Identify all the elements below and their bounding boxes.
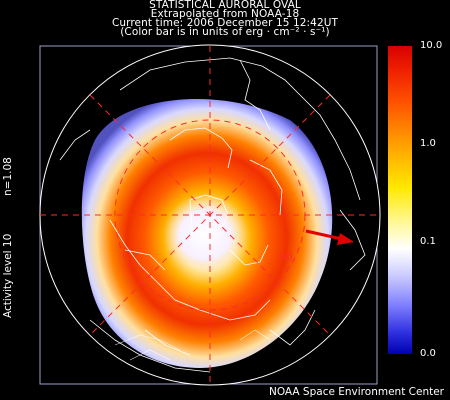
sun-direction-arrow: [305, 229, 354, 245]
credit-text: NOAA Space Environment Center: [269, 386, 444, 398]
figure-current-time: Current time: 2006 December 15 12:42UT: [111, 17, 339, 29]
meridian-diagonal-b: [89, 94, 331, 336]
colorbar-mid-high-label: 1.0: [420, 138, 436, 149]
n-value-label: n=1.08: [2, 157, 14, 196]
borders: [114, 329, 271, 361]
colorbar-min-label: 0.0: [420, 348, 436, 359]
activity-level-label: Activity level 10: [2, 233, 14, 318]
grid-lines: [40, 46, 380, 384]
coastlines: [59, 57, 366, 373]
figure-units-note: (Color bar is in units of erg · cm⁻² · s…: [120, 26, 330, 38]
colorbar-max-label: 10.0: [420, 40, 443, 51]
colorbar-mid-low-label: 0.1: [420, 236, 436, 247]
latitude-label: 60: [280, 252, 293, 263]
figure-subtitle-source: Extrapolated from NOAA-18: [150, 8, 300, 20]
color-bar: [388, 46, 412, 354]
figure-title: STATISTICAL AURORAL OVAL: [149, 0, 301, 11]
polar-cap: [163, 195, 247, 275]
